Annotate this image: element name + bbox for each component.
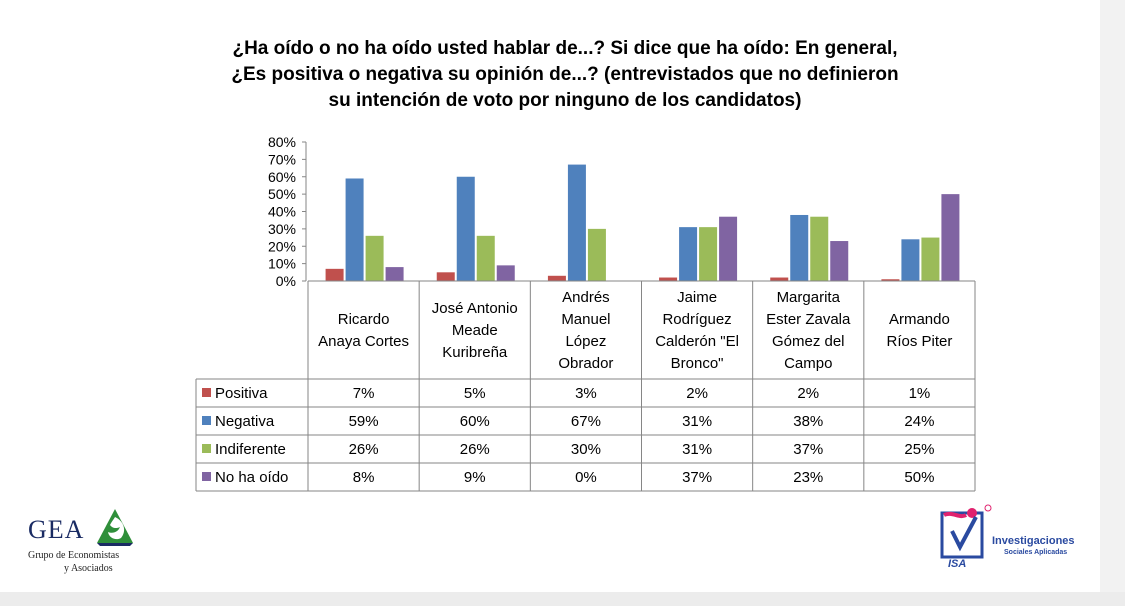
y-tick-label: 70% <box>268 151 296 167</box>
category-label: Manuel <box>561 311 610 328</box>
category-label: Campo <box>784 355 832 372</box>
legend-label: No ha oído <box>215 469 288 486</box>
data-label: 37% <box>793 441 823 458</box>
isa-logo-line1: Investigaciones <box>992 535 1075 547</box>
data-label: 23% <box>793 469 823 486</box>
data-label: 30% <box>571 441 601 458</box>
legend-key-indiferente <box>202 444 211 453</box>
y-tick-label: 80% <box>268 134 296 150</box>
category-label: Anaya Cortes <box>318 333 409 350</box>
data-label: 37% <box>682 469 712 486</box>
legend-label: Indiferente <box>215 441 286 458</box>
category-label: Rodríguez <box>662 311 731 328</box>
bar-positiva <box>325 268 344 281</box>
data-label: 67% <box>571 413 601 430</box>
bar-positiva <box>770 277 789 281</box>
y-tick-label: 20% <box>268 238 296 254</box>
data-label: 2% <box>686 385 708 402</box>
isa-logo-line2: Sociales Aplicadas <box>1004 549 1068 556</box>
slide-right-edge <box>1100 0 1125 606</box>
y-tick-label: 30% <box>268 221 296 237</box>
bar-negativa <box>456 176 475 281</box>
legend-key-positiva <box>202 388 211 397</box>
category-label: Margarita <box>777 289 841 306</box>
data-label: 26% <box>349 441 379 458</box>
data-label: 60% <box>460 413 490 430</box>
data-label: 31% <box>682 441 712 458</box>
data-label: 0% <box>575 469 597 486</box>
category-label: López <box>565 333 606 350</box>
category-label: Calderón "El <box>655 333 739 350</box>
bar-negativa <box>567 164 586 281</box>
data-label: 38% <box>793 413 823 430</box>
y-tick-label: 50% <box>268 186 296 202</box>
bar-no-ha-oído <box>496 265 515 281</box>
bar-positiva <box>659 277 678 281</box>
bar-negativa <box>679 227 698 281</box>
data-label: 7% <box>353 385 375 402</box>
data-label: 8% <box>353 469 375 486</box>
legend-label: Negativa <box>215 413 275 430</box>
category-label: Kuribreña <box>442 344 508 361</box>
bar-indiferente <box>365 235 384 281</box>
category-label: Gómez del <box>772 333 845 350</box>
bar-negativa <box>790 214 809 281</box>
bar-no-ha-oído <box>719 216 738 281</box>
data-label: 3% <box>575 385 597 402</box>
bar-indiferente <box>921 237 940 281</box>
bar-indiferente <box>476 235 495 281</box>
isa-logo: ISA Investigaciones Sociales Aplicadas <box>938 503 1088 573</box>
gea-logo-line2: y Asociados <box>64 563 113 574</box>
category-label: Ester Zavala <box>766 311 851 328</box>
bar-positiva <box>881 279 900 281</box>
isa-figure-icon: ISA <box>940 504 992 569</box>
category-label: José Antonio <box>432 300 518 317</box>
data-label: 25% <box>904 441 934 458</box>
gea-logo-line1: Grupo de Economistas <box>28 550 120 561</box>
y-tick-label: 60% <box>268 169 296 185</box>
bar-indiferente <box>587 228 606 281</box>
category-label: Jaime <box>677 289 717 306</box>
data-label: 59% <box>349 413 379 430</box>
bar-indiferente <box>699 227 718 281</box>
category-label: Bronco" <box>671 355 724 372</box>
slide <box>0 0 1100 592</box>
data-label: 1% <box>909 385 931 402</box>
data-label: 26% <box>460 441 490 458</box>
bar-no-ha-oído <box>830 241 849 281</box>
slide-bottom-edge <box>0 592 1125 606</box>
gea-logo-word: GEA <box>28 515 85 544</box>
legend-key-negativa <box>202 416 211 425</box>
bar-negativa <box>345 178 364 281</box>
bar-no-ha-oído <box>941 194 960 281</box>
data-label: 50% <box>904 469 934 486</box>
category-label: Andrés <box>562 289 610 306</box>
data-label: 31% <box>682 413 712 430</box>
y-tick-label: 40% <box>268 204 296 220</box>
isa-logo-mark: ISA <box>948 558 966 569</box>
chart-title: ¿Ha oído o no ha oído usted hablar de...… <box>231 38 899 111</box>
bar-indiferente <box>810 216 829 281</box>
y-tick-label: 10% <box>268 256 296 272</box>
legend-label: Positiva <box>215 385 268 402</box>
category-label: Ricardo <box>338 311 390 328</box>
data-label: 9% <box>464 469 486 486</box>
gea-leaf-icon <box>97 509 133 546</box>
data-label: 5% <box>464 385 486 402</box>
data-label: 24% <box>904 413 934 430</box>
legend-key-no-ha-oído <box>202 472 211 481</box>
bar-positiva <box>547 275 566 281</box>
category-label: Obrador <box>558 355 613 372</box>
gea-logo: GEA Grupo de Economistas y Asociados <box>28 507 158 577</box>
y-tick-label: 0% <box>276 273 296 289</box>
data-label: 2% <box>797 385 819 402</box>
category-label: Ríos Piter <box>886 333 952 350</box>
bar-positiva <box>436 272 455 281</box>
bar-negativa <box>901 239 920 281</box>
category-label: Meade <box>452 322 498 339</box>
category-label: Armando <box>889 311 950 328</box>
bar-no-ha-oído <box>385 267 404 281</box>
